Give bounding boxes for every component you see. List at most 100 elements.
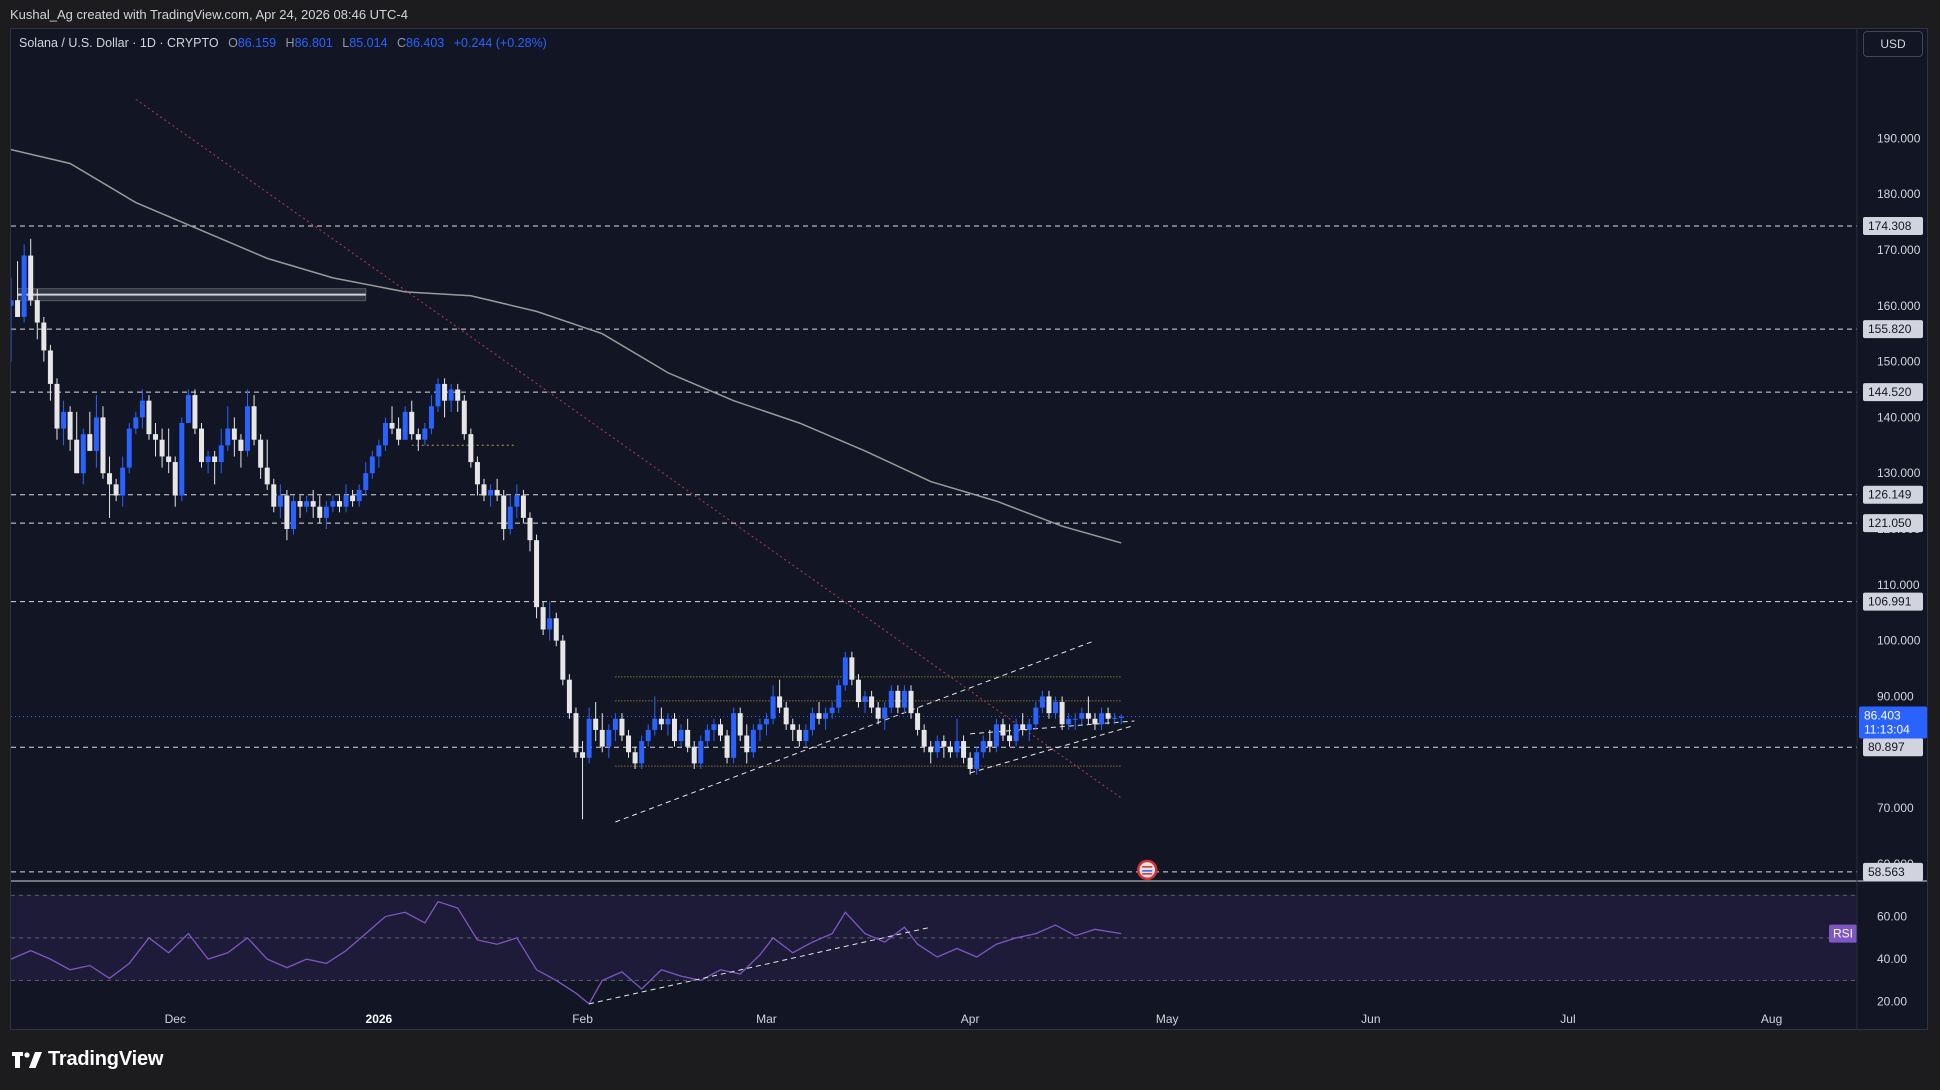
currency-button[interactable]: USD (1863, 31, 1923, 57)
candle-body (54, 383, 60, 429)
candle-body (921, 729, 927, 747)
candle-body (93, 417, 99, 451)
candle-body (639, 741, 645, 764)
candle-body (540, 607, 546, 630)
level-price-tag (1863, 485, 1923, 504)
candle-body (796, 729, 802, 742)
candle-body (231, 428, 237, 440)
rsi-line (11, 900, 1122, 1005)
candle-body (619, 718, 625, 736)
candle-body (763, 718, 769, 725)
footer: TradingView (0, 1030, 1940, 1090)
candle-body (87, 434, 93, 451)
candle-body (1099, 713, 1105, 725)
candle-body (626, 735, 632, 753)
candle-body (974, 752, 980, 769)
candle-body (382, 422, 388, 446)
price-tick-label: 180.000 (1877, 187, 1921, 201)
candle-body (225, 428, 231, 446)
time-axis-label: Mar (756, 1012, 777, 1026)
level-price-label: 106.991 (1868, 595, 1912, 609)
rsi-tag (1829, 924, 1857, 943)
candle-body (547, 618, 553, 630)
low-value: 85.014 (349, 36, 388, 50)
candle-body (277, 495, 283, 507)
candle-body (1079, 713, 1085, 719)
candle-body (888, 690, 894, 708)
level-price-label: 80.897 (1868, 740, 1905, 754)
price-tick-label: 160.000 (1877, 299, 1921, 313)
candle-body (356, 489, 362, 502)
price-tick-label: 110.000 (1877, 578, 1920, 592)
open-label: O (228, 36, 238, 50)
candle-body (113, 484, 119, 496)
candle-body (251, 406, 257, 440)
rsi-tag-label: RSI (1833, 927, 1853, 941)
candle-body (481, 484, 487, 496)
candle-body (1000, 724, 1006, 736)
open-value: 86.159 (237, 36, 277, 50)
candle-body (665, 718, 671, 725)
price-tick-label: 100.000 (1877, 634, 1921, 648)
candle-body (179, 422, 185, 496)
level-price-tag (1863, 738, 1923, 757)
candle-body (61, 411, 67, 429)
candle-body (1085, 713, 1091, 719)
candle-body (803, 729, 809, 742)
candle-body (770, 696, 776, 719)
candle-body (428, 406, 434, 429)
candle-body (599, 729, 605, 747)
moving-average-line (11, 148, 1122, 544)
tradingview-logo[interactable]: TradingView (12, 1048, 163, 1071)
bar-countdown-label: 11:13:04 (1864, 722, 1910, 736)
candle-body (107, 473, 113, 485)
candle-body (1072, 718, 1078, 720)
candle-body (41, 322, 47, 351)
candle-body (829, 707, 835, 714)
candle-body (415, 434, 421, 440)
candle-body (882, 707, 888, 719)
close-value: 86.403 (406, 36, 445, 50)
candle-body (218, 445, 224, 463)
level-price-label: 58.563 (1868, 865, 1905, 879)
current-price-label: 86.403 (1864, 708, 1901, 722)
candle-body (139, 400, 145, 418)
candle-body (586, 718, 592, 758)
candle-body (685, 729, 691, 747)
level-price-tag (1863, 320, 1923, 339)
price-tick-label: 140.000 (1877, 410, 1921, 424)
close-label: C (396, 36, 406, 50)
price-change: +0.244 (+0.28%) (453, 36, 547, 50)
candle-body (133, 417, 139, 429)
candle-body (698, 741, 704, 764)
candle-body (11, 300, 14, 306)
price-tick-label: 190.000 (1877, 131, 1921, 145)
candle-body (553, 618, 559, 641)
candle-body (993, 724, 999, 747)
candle-body (520, 495, 526, 518)
trendline-ascending-support (615, 640, 1096, 823)
candle-body (1112, 717, 1118, 719)
candle-body (488, 489, 494, 496)
candle-body (560, 640, 566, 680)
candle-body (704, 729, 710, 742)
candle-body (842, 657, 848, 686)
candle-body (1039, 696, 1045, 708)
candle-body (245, 406, 250, 451)
candle-body (192, 395, 198, 429)
candle-body (422, 428, 428, 440)
candle-body (717, 724, 723, 736)
candle-body (468, 434, 474, 463)
price-chart[interactable]: 190.000 180.000 170.000 160.000 150.000 140.0… (11, 29, 1928, 1030)
level-price-label: 155.820 (1868, 322, 1912, 336)
current-price-tag (1859, 706, 1927, 739)
candle-body (731, 713, 737, 758)
candle-body (757, 724, 763, 730)
rsi-trendline (588, 926, 931, 1005)
level-price-label: 126.149 (1868, 488, 1912, 502)
candle-body (350, 495, 356, 502)
candle-body (895, 690, 901, 708)
candle-body (809, 713, 815, 730)
chart-frame[interactable]: 190.000 180.000 170.000 160.000 150.000 140.0… (10, 28, 1928, 1030)
candle-body (875, 707, 881, 719)
